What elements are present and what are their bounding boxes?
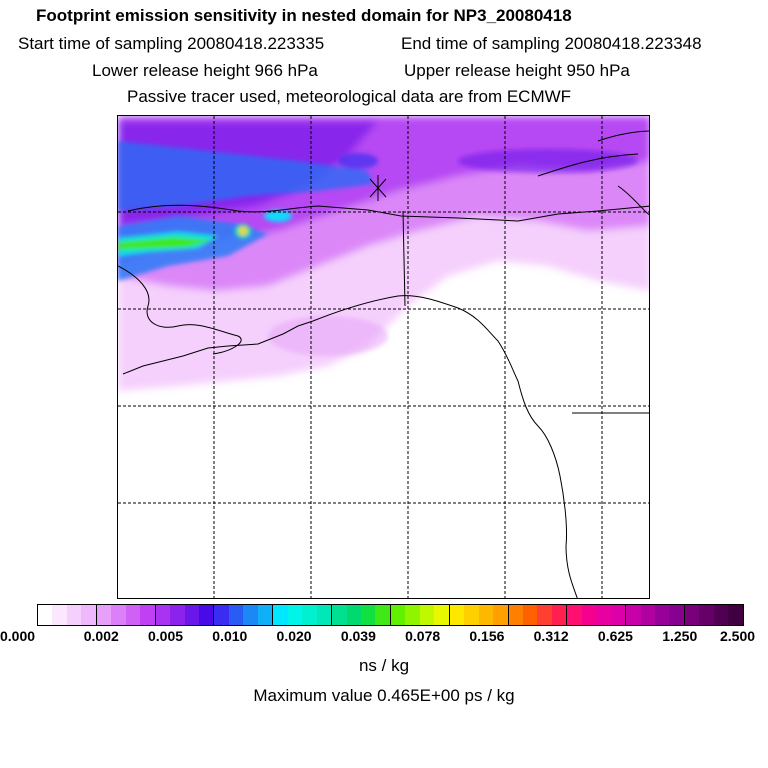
colorbar-swatch: [66, 605, 82, 625]
release-marker-icon: [369, 175, 387, 201]
colorbar-swatch: [316, 605, 333, 625]
colorbar-swatch: [464, 605, 479, 625]
colorbar-swatch: [508, 605, 523, 625]
colorbar-tick-label: 0.078: [405, 628, 441, 644]
upper-height-label: Upper release height 950 hPa: [404, 61, 630, 80]
colorbar-swatch: [493, 605, 509, 625]
colorbar-swatch: [184, 605, 199, 625]
colorbar-swatch: [655, 605, 670, 625]
colorbar-tick-label: 0.000: [0, 628, 36, 644]
colorbar-swatch: [155, 605, 171, 625]
tracer-note: Passive tracer used, meteorological data…: [127, 87, 572, 106]
colorbar-swatch: [537, 605, 552, 625]
colorbar-swatch: [198, 605, 215, 625]
colorbar-tick-label: 1.250: [662, 628, 698, 644]
colorbar-swatch: [81, 605, 97, 625]
colorbar-swatch: [140, 605, 156, 625]
field-sparse-patch: [268, 316, 388, 356]
colorbar-swatch: [125, 605, 141, 625]
colorbar-tick-label: 0.010: [212, 628, 248, 644]
lower-height-label: Lower release height 966 hPa: [92, 61, 318, 80]
colorbar-swatch: [405, 605, 420, 625]
field-hotspot-core: [239, 227, 247, 235]
alaska-west-coast: [118, 265, 242, 355]
colorbar-tick-label: 0.312: [533, 628, 569, 644]
colorbar-swatch: [713, 605, 729, 625]
colorbar-swatch: [360, 605, 376, 625]
start-time-label: Start time of sampling 20080418.223335: [18, 34, 325, 53]
colorbar-swatch: [626, 605, 641, 625]
colorbar-tick-label: 2.500: [720, 628, 756, 644]
colorbar-ticks: 0.000 0.002 0.005 0.010 0.020 0.039 0.078 0.156…: [0, 628, 768, 650]
colorbar-swatch: [228, 605, 244, 625]
colorbar-swatch: [302, 605, 317, 625]
colorbar-swatch: [449, 605, 465, 625]
colorbar-swatch: [478, 605, 494, 625]
field-blue-west: [118, 216, 268, 281]
colorbar-tick-label: 0.002: [83, 628, 119, 644]
colorbar-swatch: [640, 605, 656, 625]
colorbar-tick-label: 0.020: [276, 628, 312, 644]
graticule: [118, 116, 649, 598]
gulf-of-alaska-coast: [312, 295, 578, 598]
colorbar-swatch: [346, 605, 361, 625]
end-time-label: End time of sampling 20080418.223348: [401, 34, 702, 53]
alaska-canada-border: [402, 210, 406, 307]
colorbar: [37, 604, 744, 626]
field-blue-patch: [338, 153, 378, 169]
sensitivity-field: [118, 116, 649, 391]
colorbar-swatch: [669, 605, 685, 625]
map-canvas: [118, 116, 649, 598]
colorbar-swatch: [522, 605, 538, 625]
arctic-islands: [537, 130, 649, 216]
colorbar-swatch: [170, 605, 185, 625]
colorbar-tick-label: 0.156: [469, 628, 505, 644]
colorbar-swatch: [610, 605, 627, 625]
max-value-label: Maximum value 0.465E+00 ps / kg: [253, 686, 515, 705]
colorbar-swatch: [38, 605, 53, 625]
colorbar-swatch: [596, 605, 611, 625]
field-violet-north: [458, 149, 638, 173]
colorbar-swatch: [111, 605, 126, 625]
colorbar-swatch: [419, 605, 435, 625]
field-blue-streak: [118, 141, 373, 211]
colorbar-tick-label: 0.625: [597, 628, 633, 644]
field-cyan-patch: [264, 210, 292, 222]
colorbar-swatch: [257, 605, 274, 625]
colorbar-swatch: [728, 605, 743, 625]
aleutian-chain: [122, 320, 314, 375]
colorbar-unit: ns / kg: [358, 656, 410, 675]
colorbar-swatch: [214, 605, 229, 625]
colorbar-swatch: [390, 605, 406, 625]
colorbar-swatch: [434, 605, 450, 625]
colorbar-swatch: [243, 605, 258, 625]
colorbar-swatch: [52, 605, 67, 625]
colorbar-swatch: [567, 605, 582, 625]
colorbar-swatch: [287, 605, 303, 625]
colorbar-swatch: [684, 605, 700, 625]
chart-title: Footprint emission sensitivity in nested…: [36, 6, 572, 25]
footprint-map: [117, 115, 650, 599]
field-green-core: [118, 237, 213, 250]
colorbar-tick-label: 0.005: [148, 628, 184, 644]
colorbar-tick-label: 0.039: [340, 628, 376, 644]
colorbar-swatch: [332, 605, 347, 625]
colorbar-swatch: [699, 605, 714, 625]
colorbar-swatch: [273, 605, 288, 625]
colorbar-swatch: [96, 605, 112, 625]
colorbar-swatch: [375, 605, 391, 625]
coastlines: [118, 130, 649, 598]
colorbar-swatch: [551, 605, 568, 625]
colorbar-swatch: [581, 605, 597, 625]
